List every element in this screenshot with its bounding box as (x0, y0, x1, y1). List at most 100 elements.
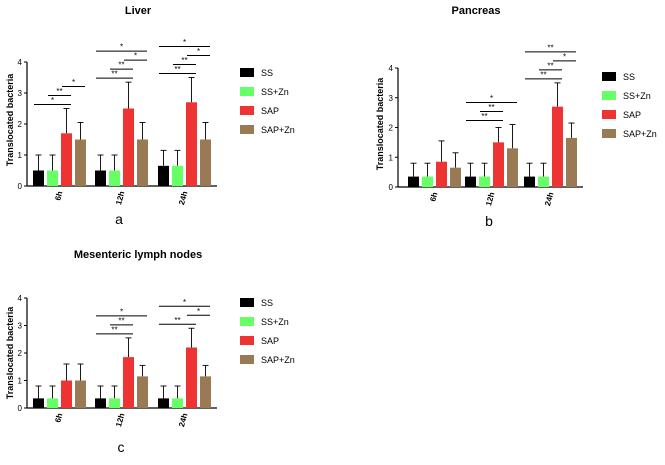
significance-label: * (563, 52, 566, 61)
significance-label: ** (547, 61, 553, 70)
x-tick-label: 24h (543, 191, 555, 207)
legend-label: SAP+Zn (261, 355, 295, 365)
bar-ss-zn-6h (47, 398, 58, 408)
bar-ss-zn-24h (172, 398, 183, 408)
significance-label: ** (118, 61, 124, 70)
y-axis-label: Translocated bacteria (5, 306, 15, 400)
legend-swatch (602, 110, 616, 119)
bar-ss-6h (33, 170, 44, 186)
chart-title: Mesenteric lymph nodes (74, 249, 202, 261)
significance-label: ** (118, 316, 124, 325)
bar-sap-zn-6h (75, 139, 86, 186)
y-tick-label: 4 (389, 64, 394, 73)
panel-liver: Liver Translocated bacteria a 0 1 2 3 4 6h 12h… (5, 5, 295, 227)
significance-label: * (120, 307, 123, 316)
legend-swatch (240, 298, 254, 307)
legend-label: SS (261, 68, 273, 78)
legend-label: SS (623, 72, 635, 82)
y-axis-label: Translocated bacteria (375, 77, 385, 171)
significance-label: * (490, 94, 493, 103)
significance-label: * (183, 38, 186, 47)
legend-label: SS+Zn (261, 87, 289, 97)
bar-sap-zn-12h (137, 376, 148, 408)
bar-ss-12h (95, 170, 106, 186)
bar-ss-zn-12h (109, 398, 120, 408)
bar-ss-12h (465, 176, 476, 187)
panel-mesenteric-lymph-nodes: Mesenteric lymph nodes Translocated bact… (5, 249, 295, 455)
bar-ss-zn-6h (47, 170, 58, 186)
panel-label: b (485, 213, 493, 229)
bar-ss-24h (158, 165, 169, 186)
significance-label: ** (540, 70, 546, 79)
bar-sap-6h (61, 380, 72, 408)
legend-label: SAP+Zn (261, 125, 295, 135)
chart-title: Pancreas (452, 5, 501, 17)
bar-ss-zn-12h (109, 170, 120, 186)
bar-ss-zn-24h (172, 165, 183, 186)
legend-label: SS+Zn (623, 91, 651, 101)
bar-sap-zn-6h (450, 167, 461, 187)
bar-ss-6h (33, 398, 44, 408)
legend-swatch (240, 87, 254, 96)
significance-label: * (183, 298, 186, 307)
x-tick-label: 12h (484, 191, 496, 207)
bar-sap-zn-24h (200, 376, 211, 408)
legend-swatch (240, 125, 254, 134)
bar-sap-24h (552, 106, 563, 187)
bar-sap-zn-12h (507, 148, 518, 187)
bar-sap-6h (61, 133, 72, 186)
panel-pancreas: Pancreas Translocated bacteria b 0 1 2 3 4 6h… (375, 5, 657, 229)
legend-swatch (240, 317, 254, 326)
bar-ss-zn-6h (422, 176, 433, 187)
bar-sap-24h (186, 102, 197, 186)
panel-label: c (118, 439, 125, 455)
bar-ss-24h (158, 398, 169, 408)
bar-sap-zn-12h (137, 139, 148, 186)
y-tick-label: 1 (18, 151, 23, 160)
bar-sap-24h (186, 347, 197, 408)
significance-label: * (197, 47, 200, 56)
y-tick-label: 3 (389, 94, 394, 103)
significance-label: * (51, 96, 54, 105)
bar-ss-6h (408, 176, 419, 187)
x-tick-label: 6h (53, 190, 64, 201)
bar-ss-zn-24h (538, 176, 549, 187)
significance-label: ** (481, 112, 487, 121)
bar-sap-12h (493, 142, 504, 187)
bar-sap-zn-6h (75, 380, 86, 408)
legend-swatch (602, 91, 616, 100)
legend-swatch (602, 72, 616, 81)
legend-swatch (240, 336, 254, 345)
legend-swatch (602, 129, 616, 138)
y-tick-label: 2 (18, 349, 23, 358)
y-tick-label: 2 (389, 124, 394, 133)
y-tick-label: 0 (18, 404, 23, 413)
significance-label: * (134, 52, 137, 61)
legend-label: SAP+Zn (623, 129, 657, 139)
bar-ss-12h (95, 398, 106, 408)
bar-ss-24h (524, 176, 535, 187)
bar-sap-12h (123, 108, 134, 186)
chart-title: Liver (125, 5, 152, 17)
significance-label: ** (488, 103, 494, 112)
bar-sap-12h (123, 357, 134, 408)
y-tick-label: 3 (18, 322, 23, 331)
x-tick-label: 12h (114, 190, 126, 206)
x-tick-label: 12h (114, 412, 126, 428)
x-tick-label: 6h (428, 191, 439, 202)
bar-sap-zn-24h (200, 139, 211, 186)
legend-label: SS (261, 298, 273, 308)
significance-label: * (72, 78, 75, 87)
y-tick-label: 4 (18, 294, 23, 303)
legend-label: SAP (261, 336, 279, 346)
significance-label: * (197, 307, 200, 316)
significance-label: ** (547, 43, 553, 52)
bar-ss-zn-12h (479, 176, 490, 187)
y-tick-label: 0 (18, 182, 23, 191)
bar-sap-6h (436, 161, 447, 187)
legend-label: SAP (261, 106, 279, 116)
significance-label: ** (111, 325, 117, 334)
significance-label: ** (111, 70, 117, 79)
y-tick-label: 2 (18, 120, 23, 129)
